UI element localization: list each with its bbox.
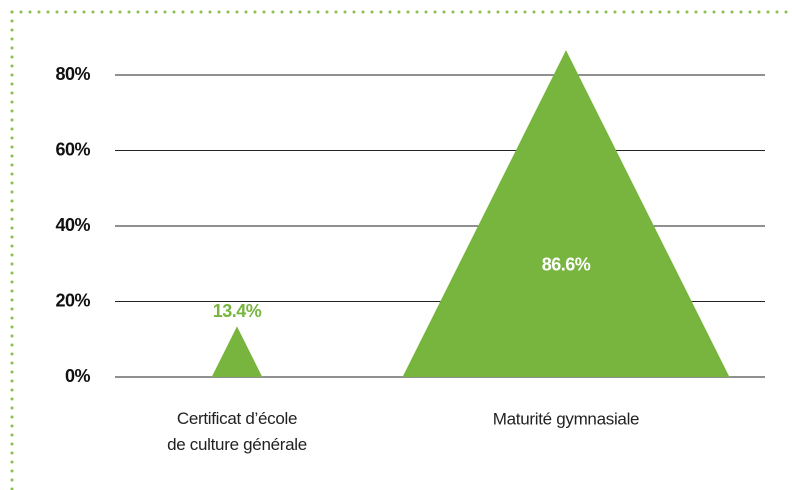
triangle-bar [211,326,263,377]
x-tick-label: Certificat d’école de culture générale [167,409,307,454]
y-tick-label: 20% [55,290,90,310]
y-tick-label: 40% [55,215,90,235]
triangle-bar [402,50,730,378]
y-tick-label: 80% [55,64,90,84]
value-label: 86.6% [542,255,591,275]
x-tick-label: Maturité gymnasiale [493,409,639,428]
y-tick-label: 60% [55,139,90,159]
value-label: 13.4% [213,301,262,321]
y-tick-label: 0% [65,366,91,386]
